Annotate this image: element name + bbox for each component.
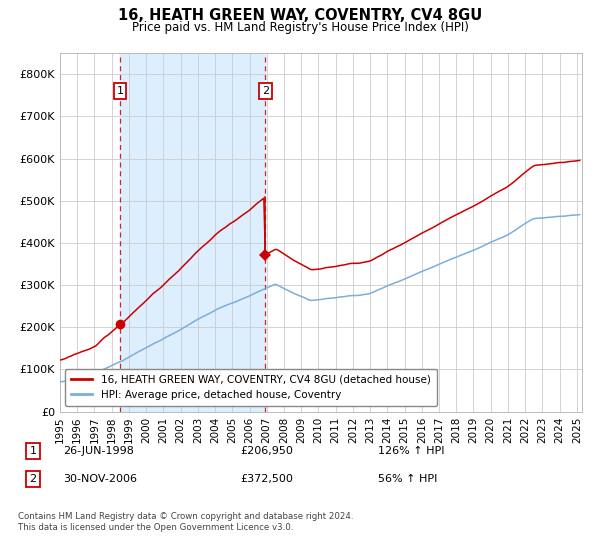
Bar: [120, 53, 265, 412]
Text: 30-NOV-2006: 30-NOV-2006: [63, 474, 137, 484]
Text: 56% ↑ HPI: 56% ↑ HPI: [378, 474, 437, 484]
Text: Contains HM Land Registry data © Crown copyright and database right 2024.
This d: Contains HM Land Registry data © Crown c…: [18, 512, 353, 532]
Text: 126% ↑ HPI: 126% ↑ HPI: [378, 446, 445, 456]
Text: 2: 2: [262, 86, 269, 96]
Legend: 16, HEATH GREEN WAY, COVENTRY, CV4 8GU (detached house), HPI: Average price, det: 16, HEATH GREEN WAY, COVENTRY, CV4 8GU (…: [65, 368, 437, 407]
Text: £206,950: £206,950: [240, 446, 293, 456]
Text: £372,500: £372,500: [240, 474, 293, 484]
Text: 26-JUN-1998: 26-JUN-1998: [63, 446, 134, 456]
Text: 1: 1: [29, 446, 37, 456]
Text: Price paid vs. HM Land Registry's House Price Index (HPI): Price paid vs. HM Land Registry's House …: [131, 21, 469, 34]
Text: 2: 2: [29, 474, 37, 484]
Text: 16, HEATH GREEN WAY, COVENTRY, CV4 8GU: 16, HEATH GREEN WAY, COVENTRY, CV4 8GU: [118, 8, 482, 24]
Text: 1: 1: [116, 86, 124, 96]
